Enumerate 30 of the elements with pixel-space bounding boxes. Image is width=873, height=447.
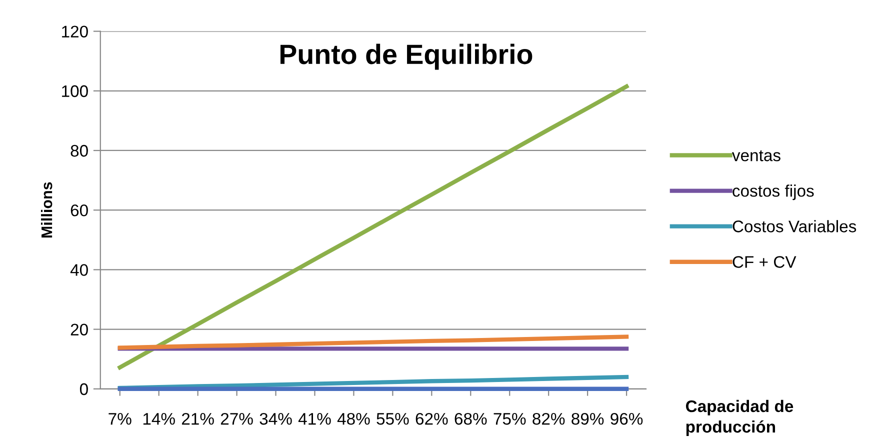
x-tick-label: 21% bbox=[182, 412, 214, 425]
y-axis-title: Millions bbox=[40, 182, 52, 238]
x-tick-label: 62% bbox=[416, 412, 448, 425]
legend-label: CF + CV bbox=[732, 256, 796, 268]
legend-label: ventas bbox=[732, 150, 780, 162]
y-tick-label: 80 bbox=[70, 144, 88, 157]
y-tick-label: 0 bbox=[80, 383, 88, 396]
x-tick-label: 55% bbox=[376, 413, 409, 425]
x-tick-label: 82% bbox=[532, 412, 565, 425]
y-tick-label: 100 bbox=[62, 85, 88, 98]
y-tick-label: 60 bbox=[70, 204, 88, 216]
legend-label: costos fijos bbox=[732, 184, 814, 200]
line-series bbox=[118, 334, 629, 350]
y-tick-label: 40 bbox=[70, 264, 88, 276]
x-tick-label: 41% bbox=[298, 413, 331, 425]
x-tick-label: 7% bbox=[108, 413, 132, 425]
line-series bbox=[118, 84, 629, 370]
x-tick-label: 14% bbox=[143, 413, 175, 425]
chart-title: Punto de Equilibrio bbox=[280, 44, 532, 70]
y-tick-label: 20 bbox=[70, 324, 88, 336]
x-tick-label: 34% bbox=[260, 412, 292, 425]
x-tick-label: 27% bbox=[220, 412, 253, 425]
legend-label: Costos Variables bbox=[732, 220, 856, 232]
x-tick-label: 75% bbox=[494, 413, 526, 425]
x-tick-label: 89% bbox=[572, 412, 604, 425]
x-axis-title: Capacidad de producción bbox=[686, 400, 794, 436]
x-tick-label: 48% bbox=[337, 412, 370, 425]
x-tick-label: 96% bbox=[610, 412, 643, 425]
x-tick-label: 68% bbox=[454, 412, 487, 425]
y-tick-label: 120 bbox=[62, 26, 88, 38]
